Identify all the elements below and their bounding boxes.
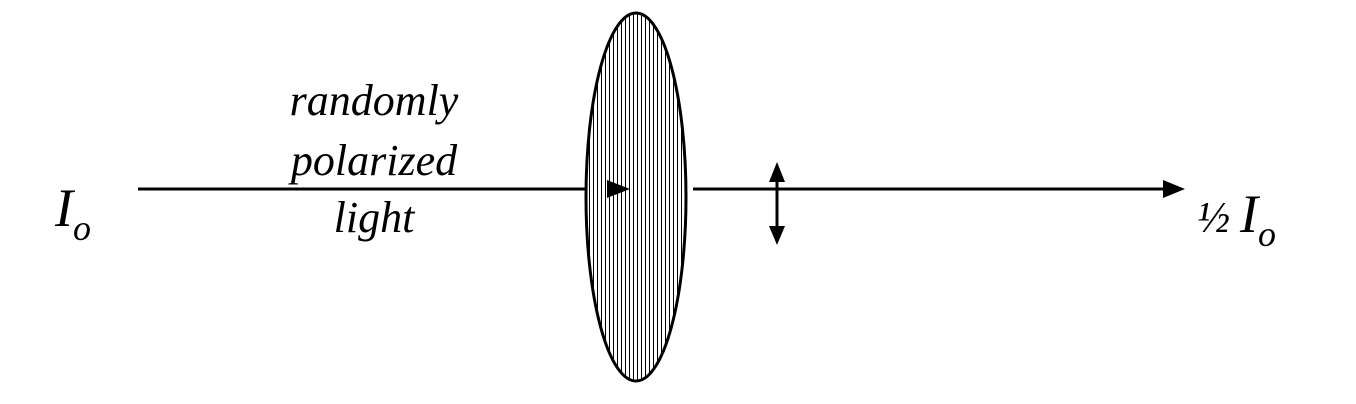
- description-line-2: polarized: [288, 136, 458, 185]
- description-line-1: randomly: [290, 76, 459, 125]
- incident-intensity-label: Io: [54, 178, 91, 248]
- polarization-arrowhead-up: [769, 162, 785, 182]
- description-line-3: light: [334, 193, 416, 242]
- transmitted-intensity-label: ½ Io: [1197, 184, 1276, 254]
- incident-intensity-subscript: o: [73, 208, 91, 248]
- transmitted-beam-arrowhead: [1163, 180, 1185, 198]
- transmitted-intensity-fraction: ½: [1197, 193, 1230, 242]
- polarization-arrowhead-down: [769, 226, 785, 245]
- transmitted-intensity-subscript: o: [1258, 214, 1276, 254]
- polarizer-lens: [586, 13, 686, 381]
